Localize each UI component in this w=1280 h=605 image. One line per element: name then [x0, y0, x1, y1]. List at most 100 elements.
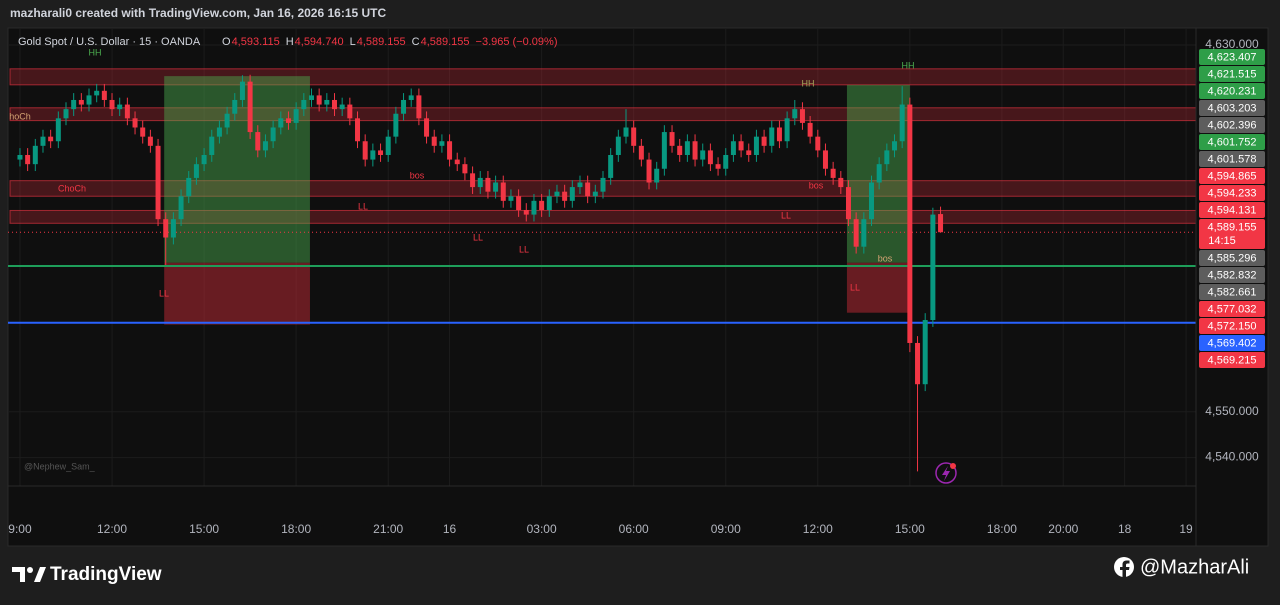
price-badge — [1199, 66, 1265, 82]
candle-body — [109, 99, 115, 110]
candle-body — [308, 95, 314, 100]
ohlc-legend: O 4,593.115 H 4,594.740 L 4,589.155 C 4,589.155… — [222, 36, 557, 48]
price-badge-label: 4,569.215 — [1208, 354, 1257, 366]
price-badge — [1199, 185, 1265, 201]
candle-body — [784, 118, 790, 142]
annotation: LL — [850, 282, 860, 292]
candle-body — [331, 99, 337, 110]
price-badge — [1199, 267, 1265, 283]
brand: TradingView — [50, 564, 162, 585]
candle-body — [623, 127, 629, 137]
tv-logo-dot — [27, 567, 33, 573]
candle-body — [370, 150, 376, 160]
x-tick-label: 19 — [1179, 522, 1193, 536]
candle-body — [201, 154, 207, 165]
candle-body — [454, 159, 460, 165]
candle-body — [868, 182, 874, 220]
price-badge — [1199, 168, 1265, 184]
price-badge — [1199, 202, 1265, 218]
annotation: HH — [89, 47, 102, 57]
candle-body — [516, 196, 522, 211]
candle-body — [255, 132, 261, 151]
legend-value: −3.965 (−0.09%) — [476, 36, 558, 48]
price-badge — [1199, 284, 1265, 300]
x-tick-label: 03:00 — [527, 522, 557, 536]
x-tick-label: 18 — [1118, 522, 1132, 536]
candle-body — [815, 136, 821, 151]
stop-box — [846, 262, 910, 313]
candle-body — [270, 127, 276, 142]
candle-body — [930, 214, 936, 321]
price-badge — [1199, 117, 1265, 133]
legend-value: 4,589.155 — [357, 36, 406, 48]
price-badge-label: 4,582.661 — [1208, 286, 1257, 298]
candle-body — [730, 141, 736, 155]
price-badge-label: 4,620.231 — [1208, 85, 1257, 97]
candle-body — [316, 95, 322, 105]
x-tick-label: 9:00 — [8, 522, 32, 536]
candle-body — [293, 109, 299, 123]
candle-body — [25, 154, 31, 165]
tv-logo-slash — [34, 567, 46, 582]
candle-body — [155, 145, 161, 220]
candle-body — [684, 141, 690, 155]
candle-body — [884, 150, 890, 165]
candle-body — [447, 141, 453, 160]
candle-body — [600, 177, 606, 192]
x-tick-label: 09:00 — [711, 522, 741, 536]
candle-body — [539, 200, 545, 211]
alert-dot — [950, 463, 956, 469]
candle-body — [424, 118, 430, 137]
candle-body — [638, 145, 644, 160]
symbol-title: Gold Spot / U.S. Dollar · 15 · OANDA — [18, 36, 201, 48]
tv-logo-mark — [12, 567, 25, 582]
candle-body — [769, 127, 775, 146]
tv-logo — [12, 567, 46, 582]
candle-body — [569, 187, 575, 201]
candle-body — [761, 136, 767, 146]
candle-body — [247, 81, 253, 133]
candle-body — [523, 210, 529, 215]
candle-body — [232, 99, 238, 114]
price-badge — [1199, 134, 1265, 150]
candle-body — [32, 145, 38, 165]
price-badge-label: 4,601.752 — [1208, 136, 1257, 148]
price-badges: 4,623.407 4,621.515 4,620.231 4,603.203 4,60… — [1199, 49, 1265, 368]
price-badge-label: 4,594.131 — [1208, 204, 1257, 216]
annotation: HH — [902, 60, 915, 70]
candle-body — [853, 219, 859, 247]
annotation: HH — [802, 78, 815, 88]
candle-body — [692, 141, 698, 160]
x-tick-label: 06:00 — [619, 522, 649, 536]
candle-body — [86, 95, 92, 105]
x-tick-label: 12:00 — [803, 522, 833, 536]
legend-value: 4,589.155 — [421, 36, 470, 48]
price-badge-label: 4,594.865 — [1208, 170, 1257, 182]
candle-body — [48, 136, 54, 142]
candle-body — [170, 219, 176, 238]
candle-body — [707, 150, 713, 165]
candle-body — [416, 95, 422, 119]
candle-body — [938, 214, 944, 233]
facebook-f — [1120, 560, 1130, 578]
annotation: LL — [519, 244, 529, 254]
candle-body — [753, 136, 759, 155]
candle-body — [892, 141, 898, 151]
credit: mazharali0 created with TradingView.com,… — [10, 6, 386, 20]
alert-icon[interactable] — [935, 462, 957, 484]
candle-body — [362, 141, 368, 160]
annotation: LL — [473, 232, 483, 242]
candle-body — [393, 113, 399, 137]
candle-body — [485, 177, 491, 192]
candle-body — [431, 136, 437, 146]
candle-body — [385, 136, 391, 155]
candle-body — [615, 136, 621, 155]
candle-body — [209, 136, 215, 155]
candle-body — [493, 182, 499, 192]
candle-body — [71, 99, 77, 110]
candle-body — [408, 95, 414, 100]
candle-body — [646, 159, 652, 183]
candle-body — [439, 141, 445, 146]
candle-body — [224, 113, 230, 128]
candle-body — [546, 196, 552, 211]
